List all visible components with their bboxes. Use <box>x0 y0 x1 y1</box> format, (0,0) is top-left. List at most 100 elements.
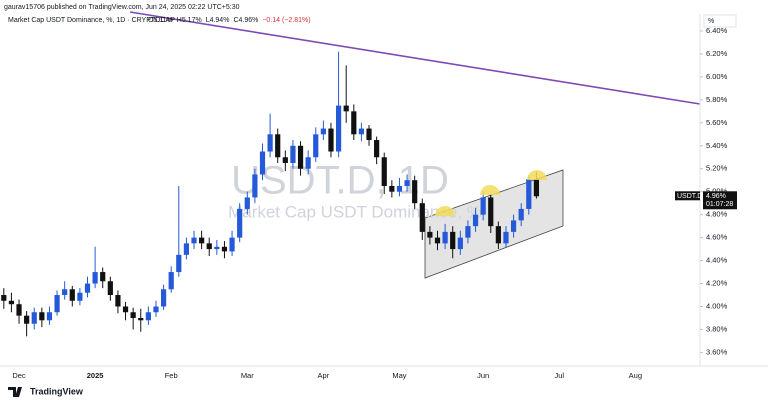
x-tick-label: Jul <box>554 371 564 380</box>
brand-logo <box>8 387 22 397</box>
candle-body <box>8 300 15 305</box>
publisher: gaurav15706 published on TradingView.com… <box>4 4 240 11</box>
watermark-subtitle: Market Cap USDT Dominance, % <box>228 202 482 221</box>
trend-line <box>129 11 701 105</box>
candle-body <box>24 315 30 324</box>
y-tick-label: 3.80% <box>706 324 728 333</box>
candle-body <box>488 197 494 227</box>
candle-body <box>46 312 53 321</box>
candle-body <box>480 197 486 215</box>
ohlc-value: L4.94% <box>206 17 230 24</box>
y-tick-label: 3.60% <box>706 347 728 356</box>
candle-body <box>328 128 334 152</box>
candle-body <box>343 105 349 112</box>
chart-title: Market Cap USDT Dominance, %, 1D · CRYPT… <box>8 17 175 24</box>
candle-body <box>472 214 479 227</box>
y-tick-label: 4.80% <box>706 210 728 219</box>
candle-body <box>396 185 403 192</box>
candle-body <box>518 208 524 221</box>
ohlc-values: O5.11% H5.17% L4.94% C4.96% −0.14 (−2.81%) <box>148 17 311 24</box>
candle-body <box>366 128 372 141</box>
x-tick-label: Dec <box>12 371 26 380</box>
candle-body <box>412 180 418 204</box>
candle-body <box>160 289 167 307</box>
y-tick-label: 4.60% <box>706 233 728 242</box>
candle-body <box>69 289 75 301</box>
y-tick-label: 5.80% <box>706 95 728 104</box>
candle-body <box>252 174 258 198</box>
candle-body <box>358 128 365 135</box>
candle-body <box>526 179 532 209</box>
y-tick-label: 4.20% <box>706 279 728 288</box>
y-tick-label: 5.60% <box>706 118 728 127</box>
candle-body <box>176 254 182 273</box>
candle-body <box>221 246 228 252</box>
y-tick-label: 4.40% <box>706 256 728 265</box>
candle-body <box>320 128 326 135</box>
candle-body <box>115 295 121 307</box>
ohlc-value: C4.96% <box>233 17 258 24</box>
scale-mode[interactable]: % <box>708 18 714 25</box>
symbol-box <box>675 191 700 201</box>
candle-body <box>313 134 319 158</box>
candle-body <box>381 157 387 186</box>
candle-body <box>457 237 463 250</box>
candle-body <box>168 272 174 290</box>
x-tick-label: Feb <box>165 371 178 380</box>
candle-body <box>229 237 235 252</box>
ohlc-value: O5.11% <box>148 17 173 24</box>
candle-body <box>100 272 106 282</box>
y-tick-label: 6.20% <box>706 49 728 58</box>
countdown: 01:07:28 <box>706 201 733 208</box>
candle-body <box>434 237 441 244</box>
candle-body <box>427 231 433 238</box>
x-tick-label: Apr <box>318 371 330 380</box>
last-price-box <box>703 191 737 210</box>
candle-body <box>206 243 212 250</box>
y-tick-label: 5.20% <box>706 164 728 173</box>
candle-body <box>442 231 448 244</box>
candle-body <box>153 306 159 313</box>
y-tick-label: 5.40% <box>706 141 728 150</box>
candle-body <box>138 317 144 321</box>
candle-body <box>244 197 250 209</box>
candle-body <box>510 220 517 232</box>
candle-body <box>374 140 380 158</box>
highlight <box>527 170 547 180</box>
scale-mode-box[interactable] <box>703 14 737 28</box>
candle-body <box>54 295 60 313</box>
candle-body <box>130 312 136 318</box>
highlight <box>435 206 455 216</box>
x-tick-label: Jun <box>477 371 489 380</box>
candle-body <box>77 292 83 301</box>
candle-body <box>290 145 296 163</box>
candle-body <box>107 281 113 296</box>
highlight <box>480 185 500 195</box>
candle-body <box>495 226 501 244</box>
candle-body <box>122 306 129 313</box>
candle-body <box>214 246 220 250</box>
x-tick-label: Aug <box>629 371 642 380</box>
x-tick-label: Mar <box>241 371 254 380</box>
x-tick-label: 2025 <box>87 371 104 380</box>
ohlc-value: H5.17% <box>177 17 202 24</box>
candle-body <box>183 243 190 255</box>
candle-body <box>351 111 357 135</box>
candle-body <box>404 180 410 186</box>
candle-body <box>237 208 243 238</box>
brand: TradingView <box>30 386 84 396</box>
candle-body <box>533 179 540 197</box>
candle-body <box>145 312 151 321</box>
x-tick-label: May <box>392 371 406 380</box>
candle-body <box>1 295 7 301</box>
symbol-label: USDT.D <box>677 193 702 200</box>
candle-body <box>503 231 509 244</box>
candle-body <box>335 105 342 152</box>
candles <box>1 51 540 337</box>
y-tick-label: 6.00% <box>706 72 728 81</box>
candle-body <box>419 203 425 232</box>
candle-body <box>92 272 98 284</box>
candle-body <box>389 185 395 192</box>
